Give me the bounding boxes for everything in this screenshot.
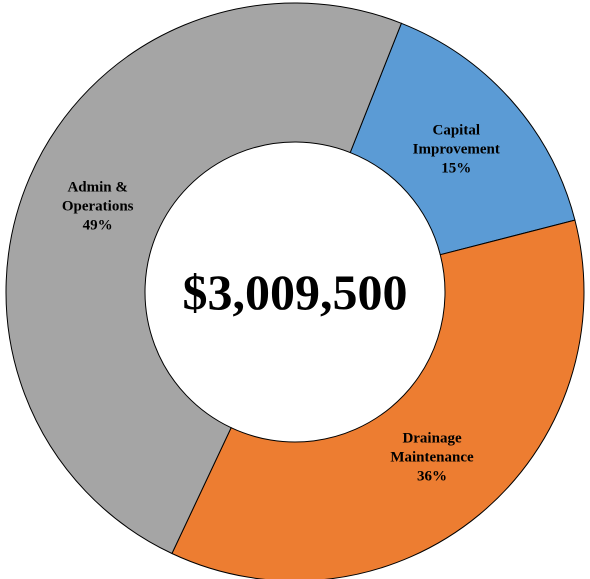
donut-slice [171, 219, 585, 579]
category-label: Drainage Maintenance [390, 430, 474, 466]
percent-label: 36% [417, 468, 448, 485]
center-label: $3,009,500 [182, 264, 408, 320]
slice-label: Capital Improvement 15% [396, 121, 516, 178]
category-label: Capital Improvement [412, 122, 500, 158]
slice-label: Drainage Maintenance 36% [372, 429, 492, 486]
donut-slice [349, 22, 576, 256]
slice-label: Admin & Operations 49% [38, 178, 158, 235]
donut-slice [5, 2, 403, 555]
percent-label: 49% [82, 217, 113, 234]
percent-label: 15% [441, 160, 472, 177]
category-label: Admin & Operations [61, 179, 134, 215]
